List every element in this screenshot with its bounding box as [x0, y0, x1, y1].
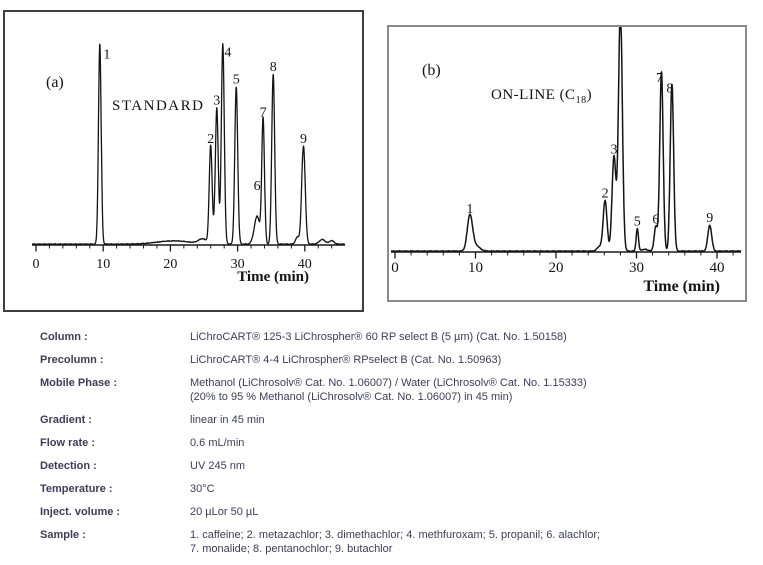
panel-b-title-main: ON-LINE (C — [491, 87, 576, 103]
x-axis-tick-label: 40 — [298, 257, 312, 272]
panel-b-label: (b) — [422, 62, 441, 79]
condition-value-line: 7. monalide; 8. pentanochlor; 9. butachl… — [190, 543, 393, 555]
condition-row: Gradient : linear in 45 min — [40, 413, 745, 427]
x-axis-tick-label: 40 — [710, 260, 725, 276]
panel-a-label: (a) — [46, 74, 64, 91]
x-axis-tick-label: 20 — [163, 257, 177, 272]
peak-label-9: 9 — [300, 132, 307, 147]
condition-label: Gradient : — [40, 414, 92, 426]
peak-label-3: 3 — [213, 94, 220, 109]
condition-value-line: LiChroCART® 125-3 LiChrospher® 60 RP sel… — [190, 331, 567, 343]
chromatogram-trace — [31, 43, 346, 246]
peak-labels: 1 2 3 45 6 7 8 9 — [103, 46, 307, 194]
chromatogram-panel-a: 0 10 20 30 40 1 2 3 4 5 6 7 8 9 (a) STANDARD Time (mi… — [3, 10, 364, 312]
condition-value: 0.6 mL/min — [190, 436, 745, 450]
condition-value-line: Methanol (LiChrosolv® Cat. No. 1.06007) … — [190, 377, 587, 389]
condition-value: 30°C — [190, 482, 745, 496]
peak-label-1: 1 — [466, 202, 473, 217]
condition-row: Flow rate : 0.6 mL/min — [40, 436, 745, 450]
x-axis-tick-label: 10 — [96, 257, 110, 272]
condition-label: Sample : — [40, 529, 86, 541]
x-axis-tick-label: 0 — [33, 257, 40, 272]
condition-value-line: 30°C — [190, 483, 215, 495]
peak-label-6: 6 — [652, 212, 659, 227]
peak-labels: 1 2 3 5 6 78 9 — [466, 71, 713, 230]
peak-label-4: 4 — [224, 46, 231, 61]
peak-label-1: 1 — [103, 48, 110, 63]
peak-label-5: 5 — [233, 73, 240, 88]
chromatogram-a-plot: 0 10 20 30 40 1 2 3 45 6 7 8 9 — [31, 43, 346, 272]
peak-label-6: 6 — [254, 179, 261, 194]
condition-value-line: (20% to 95 % Methanol (LiChrosolv® Cat. … — [190, 391, 513, 403]
condition-value: 20 µLor 50 µL — [190, 505, 745, 519]
condition-row: Column : LiChroCART® 125-3 LiChrospher® … — [40, 330, 745, 344]
condition-row: Precolumn : LiChroCART® 4-4 LiChrospher®… — [40, 353, 745, 367]
condition-value-line: 20 µLor 50 µL — [190, 506, 259, 518]
chromatogram-trace — [390, 27, 742, 253]
condition-label: Inject. volume : — [40, 506, 121, 518]
condition-value: linear in 45 min — [190, 413, 745, 427]
peak-label-8: 8 — [270, 60, 277, 75]
chromatogram-b-plot: 0 10 20 30 40 1 2 3 5 6 78 9 — [390, 27, 742, 276]
panel-b-title-end: ) — [586, 87, 593, 103]
condition-label: Flow rate : — [40, 437, 96, 449]
x-axis-tick-label: 30 — [231, 257, 245, 272]
x-axis: 0 10 20 30 40 — [32, 244, 345, 272]
condition-value-line: UV 245 nm — [190, 460, 246, 472]
panel-b-x-axis-label: Time (min) — [643, 278, 720, 295]
x-axis-tick-label: 30 — [629, 260, 644, 276]
condition-value: Methanol (LiChrosolv® Cat. No. 1.06007) … — [190, 376, 745, 404]
peak-label-7: 7 — [260, 105, 267, 120]
condition-value-line: 1. caffeine; 2. metazachlor; 3. dimethac… — [190, 529, 601, 541]
condition-label: Mobile Phase : — [40, 377, 118, 389]
peak-label-7: 7 — [656, 71, 663, 86]
peak-label-2: 2 — [207, 132, 214, 147]
condition-row: Inject. volume : 20 µLor 50 µL — [40, 505, 745, 519]
panel-a-title: STANDARD — [112, 98, 205, 114]
conditions-table: Column : LiChroCART® 125-3 LiChrospher® … — [40, 330, 745, 565]
condition-value-line: linear in 45 min — [190, 414, 265, 426]
peak-label-2: 2 — [602, 186, 609, 201]
chromatogram-panel-b: 0 10 20 30 40 1 2 3 5 6 7 8 9 (b) ON-LINE (C18) Time… — [387, 25, 747, 302]
condition-value: LiChroCART® 4-4 LiChrospher® RPselect B … — [190, 353, 745, 367]
peak-label-8: 8 — [666, 81, 673, 96]
condition-row: Mobile Phase : Methanol (LiChrosolv® Cat… — [40, 376, 745, 404]
condition-value-line: LiChroCART® 4-4 LiChrospher® RPselect B … — [190, 354, 502, 366]
condition-label: Precolumn : — [40, 354, 104, 366]
x-axis: 0 10 20 30 40 — [391, 251, 741, 276]
peak-label-3: 3 — [610, 143, 617, 158]
peak-label-5: 5 — [634, 215, 641, 230]
condition-value: 1. caffeine; 2. metazachlor; 3. dimethac… — [190, 528, 745, 556]
panel-a-x-axis-label: Time (min) — [237, 269, 309, 285]
condition-row: Detection : UV 245 nm — [40, 459, 745, 473]
peak-label-9: 9 — [706, 211, 713, 226]
condition-row: Temperature : 30°C — [40, 482, 745, 496]
condition-label: Temperature : — [40, 483, 113, 495]
x-axis-tick-label: 0 — [391, 260, 399, 276]
x-axis-tick-label: 10 — [468, 260, 483, 276]
panel-b-title-subscript: 18 — [575, 95, 587, 106]
condition-label: Column : — [40, 331, 88, 343]
x-axis-tick-label: 20 — [549, 260, 564, 276]
condition-row: Sample : 1. caffeine; 2. metazachlor; 3.… — [40, 528, 745, 556]
condition-label: Detection : — [40, 460, 97, 472]
panel-b-title: ON-LINE (C18) — [491, 87, 593, 106]
condition-value-line: 0.6 mL/min — [190, 437, 245, 449]
condition-value: UV 245 nm — [190, 459, 745, 473]
condition-value: LiChroCART® 125-3 LiChrospher® 60 RP sel… — [190, 330, 745, 344]
